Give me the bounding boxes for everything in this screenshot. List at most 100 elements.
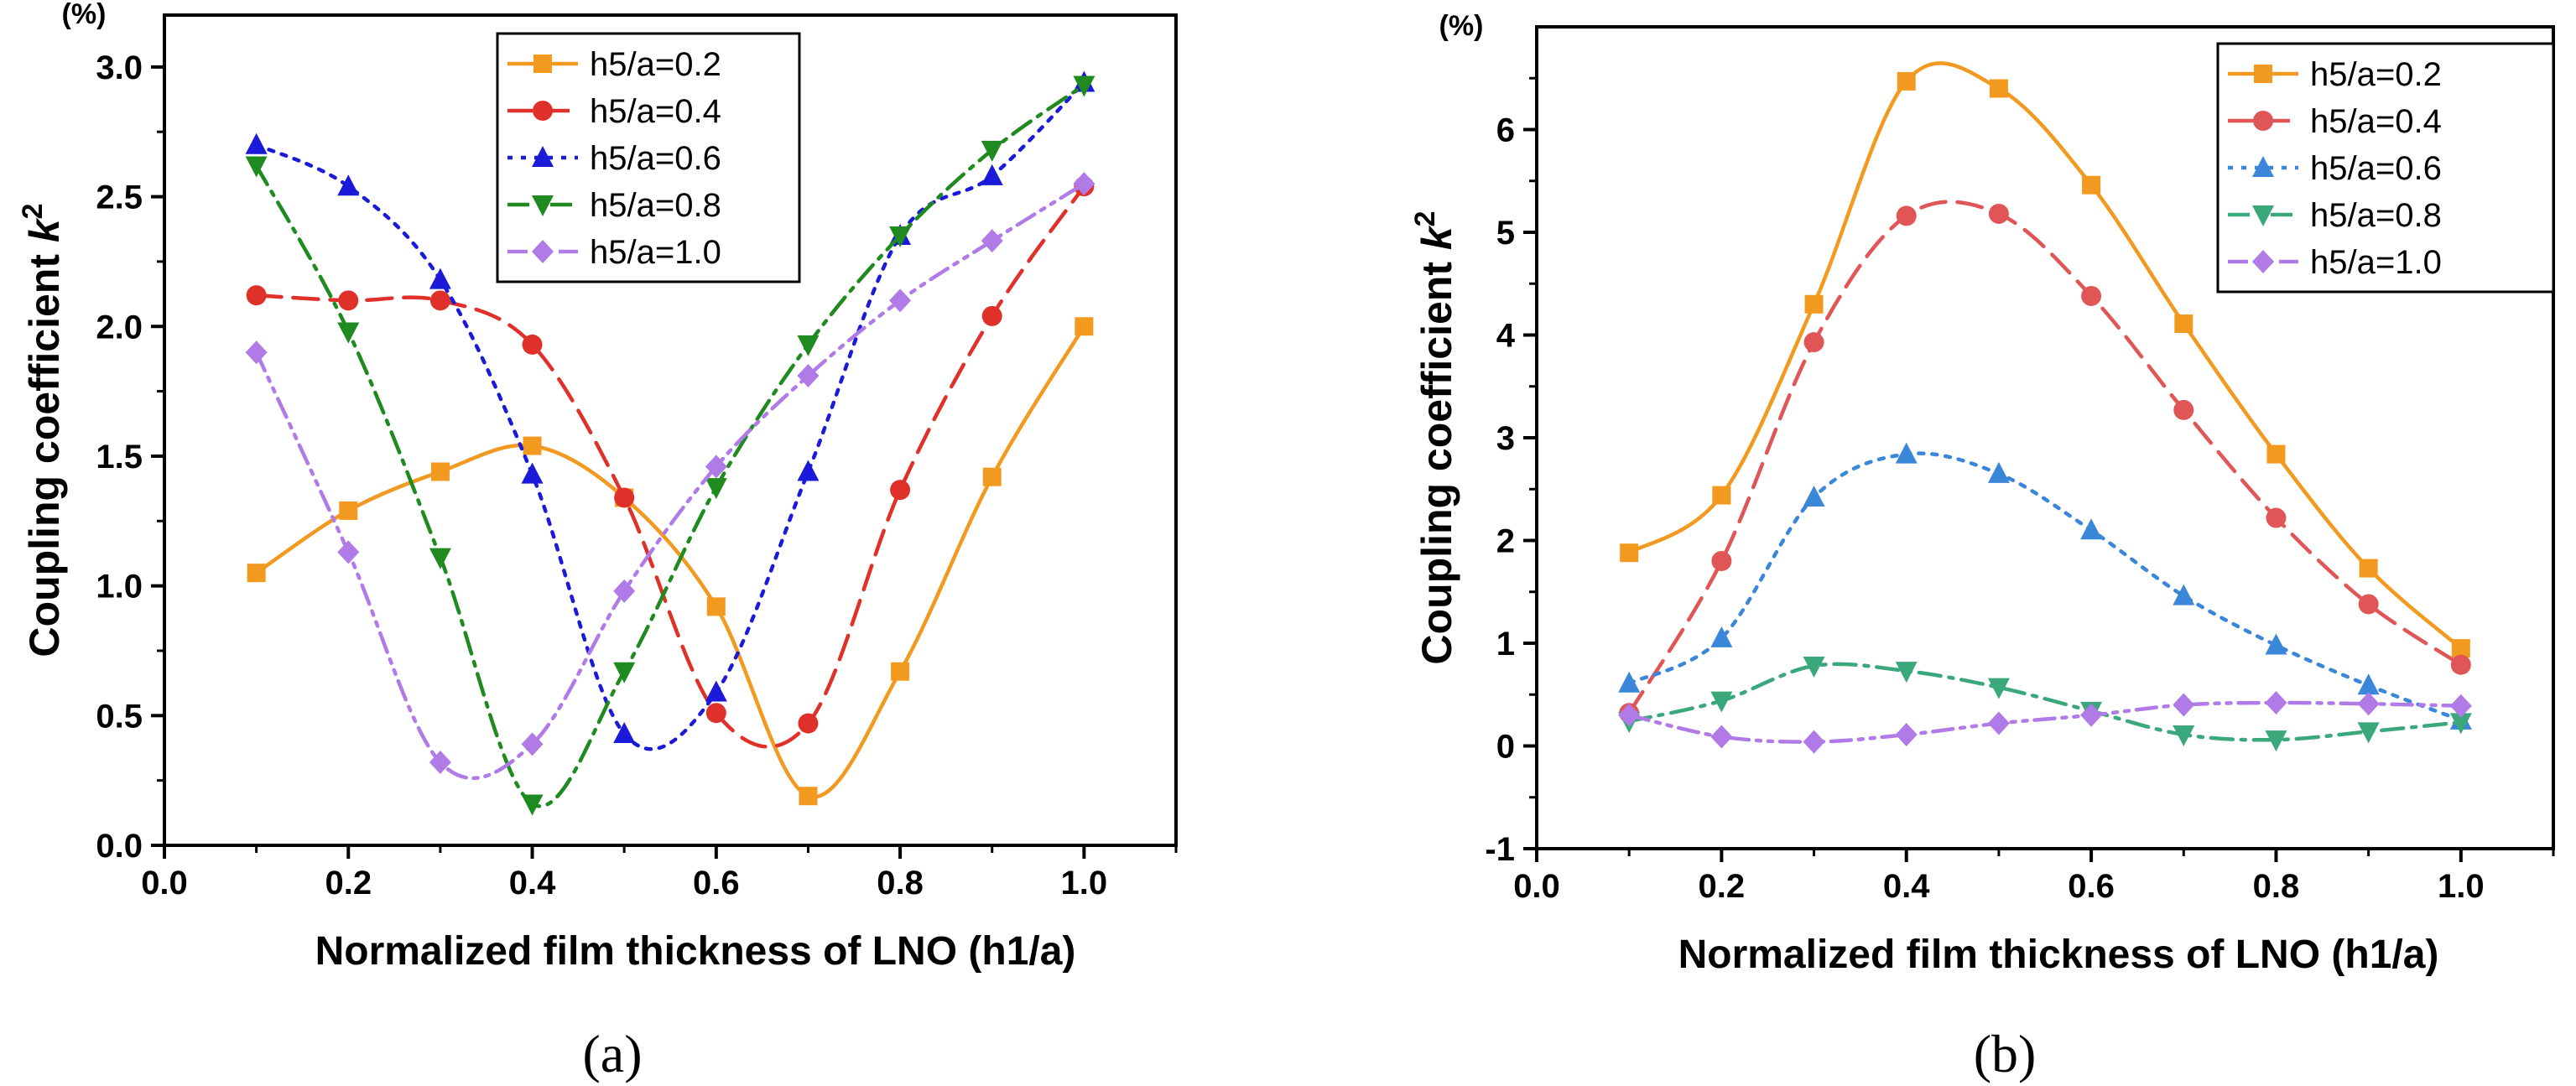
chart-panel-b: 0.0 0.2 0.4 0.6 0.8 1.0 -1 0 1 2 3 4 5 6 (%) Normalized… bbox=[1409, 10, 2555, 1083]
data-point bbox=[981, 164, 1003, 185]
y-tick-label: 3.0 bbox=[96, 49, 143, 86]
y-tick-label: 0.0 bbox=[96, 828, 143, 865]
data-point bbox=[2265, 691, 2287, 715]
y-tick-label: 4 bbox=[1496, 318, 1516, 355]
data-point bbox=[339, 501, 358, 520]
data-point bbox=[889, 226, 912, 247]
data-point bbox=[2081, 285, 2102, 306]
data-point bbox=[521, 794, 544, 816]
data-point bbox=[2082, 175, 2101, 195]
data-point bbox=[1987, 711, 2010, 735]
data-point bbox=[1989, 79, 2008, 98]
x-tick-label: 1.0 bbox=[1061, 865, 1108, 902]
y-axis-title-superscript: 2 bbox=[17, 203, 49, 219]
series-h5-a-0-2 bbox=[247, 317, 1094, 806]
data-point bbox=[2266, 444, 2286, 464]
legend-marker bbox=[2254, 65, 2272, 83]
data-point bbox=[429, 268, 451, 289]
legend-label: h5/a=0.6 bbox=[2310, 150, 2442, 187]
data-point bbox=[613, 721, 636, 743]
data-point bbox=[337, 174, 360, 196]
data-point bbox=[982, 467, 1002, 486]
data-point bbox=[429, 751, 451, 774]
data-point bbox=[2265, 633, 2287, 655]
y-axis-title-text: Coupling coefficient bbox=[1413, 250, 1460, 664]
series-line bbox=[1626, 200, 2464, 715]
data-point bbox=[247, 564, 266, 583]
data-point bbox=[1710, 691, 1733, 713]
data-point bbox=[2357, 673, 2380, 695]
y-tick-label: 5 bbox=[1496, 215, 1515, 252]
y-tick-label: -1 bbox=[1485, 831, 1515, 868]
data-point bbox=[2450, 654, 2471, 675]
data-point bbox=[705, 703, 726, 724]
legend: h5/a=0.2 h5/a=0.4 h5/a=0.6 h5/a=0.8 h5/a=1.0 bbox=[496, 32, 801, 283]
legend-label: h5/a=0.8 bbox=[590, 187, 721, 224]
data-point bbox=[523, 436, 542, 455]
data-point bbox=[2174, 314, 2194, 334]
x-tick-label: 0.8 bbox=[2253, 868, 2300, 905]
data-point bbox=[1711, 551, 1732, 571]
x-axis-title: Normalized film thickness of LNO (h1/a) bbox=[315, 929, 1076, 974]
data-point bbox=[797, 335, 820, 356]
data-point bbox=[889, 288, 912, 313]
data-point bbox=[981, 140, 1003, 162]
y-tick-label: 6 bbox=[1496, 112, 1515, 149]
data-point bbox=[1803, 656, 1825, 678]
legend-label: h5/a=1.0 bbox=[590, 234, 721, 271]
legend-marker bbox=[2253, 111, 2273, 131]
legend-marker bbox=[2252, 250, 2274, 273]
data-point bbox=[245, 340, 268, 365]
data-point bbox=[522, 334, 543, 355]
x-tick-label: 0.6 bbox=[2068, 868, 2115, 905]
data-point bbox=[613, 579, 636, 603]
data-point bbox=[337, 540, 360, 564]
data-point bbox=[2173, 399, 2194, 420]
series-line bbox=[1626, 700, 2464, 744]
data-point bbox=[521, 732, 544, 756]
y-unit-label: (%) bbox=[62, 0, 107, 30]
data-point bbox=[981, 305, 1002, 326]
data-point bbox=[797, 364, 820, 388]
series-line bbox=[254, 81, 1086, 751]
data-point bbox=[890, 480, 911, 501]
x-tick-label: 0.4 bbox=[1883, 868, 1930, 905]
data-point bbox=[705, 455, 727, 479]
data-point bbox=[2357, 692, 2380, 716]
x-tick-label: 0.4 bbox=[509, 865, 556, 902]
data-point bbox=[2173, 693, 2195, 717]
legend-label: h5/a=0.4 bbox=[590, 93, 721, 130]
series-h5-a-0-6 bbox=[245, 70, 1095, 751]
series-h5-a-0-2 bbox=[1620, 61, 2470, 658]
data-point bbox=[2449, 713, 2472, 735]
series-h5-a-0-8 bbox=[245, 75, 1095, 816]
data-point bbox=[1803, 332, 1824, 353]
y-tick-label: 2 bbox=[1496, 523, 1515, 560]
data-point bbox=[2451, 639, 2470, 658]
data-point bbox=[1895, 723, 1918, 747]
data-point bbox=[521, 462, 544, 484]
y-tick-label: 1 bbox=[1496, 626, 1515, 663]
data-point bbox=[981, 229, 1003, 253]
legend: h5/a=0.2 h5/a=0.4 h5/a=0.6 h5/a=0.8 h5/a=1.0 bbox=[2216, 42, 2555, 294]
data-point bbox=[2080, 703, 2103, 727]
legend-marker bbox=[533, 101, 553, 121]
y-tick-label: 0.5 bbox=[96, 698, 143, 735]
data-point bbox=[1803, 486, 1825, 507]
legend-marker bbox=[2252, 156, 2274, 177]
data-point bbox=[1896, 205, 1917, 226]
data-point bbox=[1075, 317, 1094, 336]
series-line bbox=[254, 184, 1086, 749]
y-axis-title-symbol: k bbox=[21, 217, 68, 242]
data-point bbox=[337, 322, 360, 344]
x-axis-title: Normalized film thickness of LNO (h1/a) bbox=[1678, 933, 2439, 977]
series-h5-a-1-0 bbox=[245, 172, 1095, 781]
x-tick-label: 1.0 bbox=[2438, 868, 2485, 905]
data-point bbox=[705, 478, 727, 500]
data-point bbox=[613, 662, 636, 683]
legend-label: h5/a=1.0 bbox=[2310, 244, 2442, 281]
data-point bbox=[706, 597, 726, 616]
panel-label: (a) bbox=[582, 1024, 642, 1083]
y-unit-label: (%) bbox=[1439, 10, 1484, 42]
data-point bbox=[2080, 518, 2103, 540]
